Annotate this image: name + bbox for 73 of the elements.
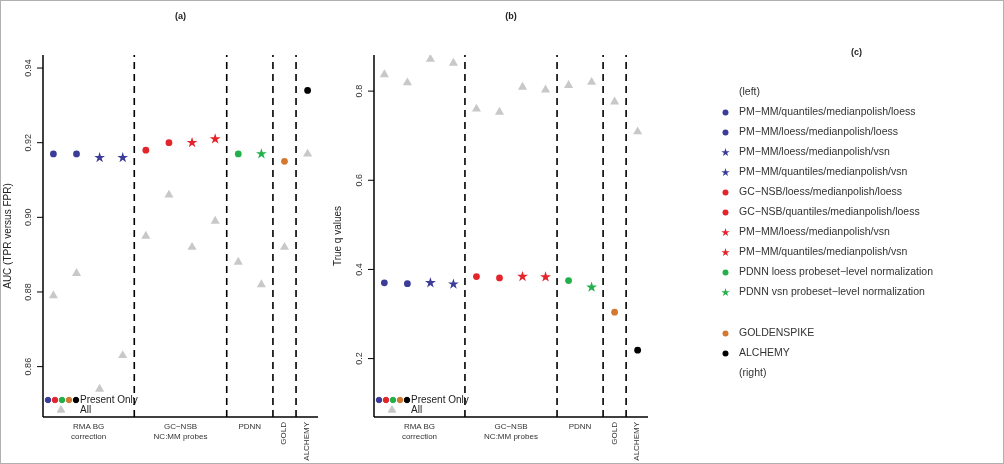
- text: PM−MM/loess/medianpolish/vsn: [739, 145, 890, 157]
- text: RMA BG correction: [400, 422, 439, 442]
- point: [634, 346, 642, 354]
- point: [494, 106, 505, 115]
- point: [71, 268, 82, 276]
- y-tick-label: 0.8: [354, 84, 364, 98]
- point: [95, 383, 105, 392]
- y-tick-label: 0.90: [23, 208, 33, 227]
- point: [48, 290, 58, 299]
- text: RMA BG correction: [70, 422, 108, 442]
- legend-label: Present Only: [80, 394, 138, 405]
- y-axis-title: AUC (TPR versus FPR): [1, 183, 13, 289]
- text: ALCHEMY: [739, 346, 790, 358]
- point: [233, 256, 243, 265]
- y-tick-label: 0.6: [354, 174, 364, 187]
- y-tick-label: 0.88: [23, 283, 33, 301]
- point: [256, 279, 266, 288]
- point: [587, 76, 597, 85]
- point: [517, 81, 528, 90]
- y-tick-label: 0.94: [23, 59, 33, 77]
- text: GC−NSB/quantiles/medianpolish/loess: [739, 205, 920, 217]
- point: [164, 189, 174, 198]
- point: [448, 57, 458, 66]
- y-tick-label: 0.4: [354, 263, 364, 276]
- point: [187, 241, 197, 250]
- point: [234, 150, 242, 158]
- chart-title: (b): [504, 11, 518, 21]
- text: GOLD: [279, 422, 290, 445]
- point: [540, 84, 551, 93]
- text: PM−MM/loess/medianpolish/vsn: [739, 225, 890, 237]
- point: [565, 277, 572, 284]
- y-tick-label: 0.92: [23, 133, 33, 152]
- text: (right): [739, 366, 767, 378]
- point: [118, 350, 128, 359]
- text: PDNN: [238, 422, 262, 431]
- point: [586, 281, 597, 292]
- point: [304, 87, 311, 94]
- legend-label: All: [80, 404, 92, 415]
- legend-label: Present Only: [411, 394, 469, 405]
- y-axis-title: True q values: [331, 205, 343, 267]
- point: [279, 241, 290, 250]
- text: PDNN vsn probeset−level normalization: [739, 285, 925, 297]
- point: [402, 77, 412, 86]
- text: GOLDENSPIKE: [739, 326, 815, 338]
- text: GOLD: [609, 422, 620, 445]
- point: [303, 148, 313, 157]
- text: GC−NSB NC:MM probes: [483, 422, 539, 442]
- text: PM−MM/loess/medianpolish/loess: [739, 125, 899, 137]
- point: [379, 69, 389, 78]
- point: [611, 308, 618, 316]
- text: PDNN: [568, 422, 592, 431]
- point: [425, 55, 435, 62]
- text: GC−NSB NC:MM probes: [152, 422, 209, 442]
- text: PM−MM/quantiles/medianpolish/vsn: [739, 245, 908, 257]
- text: ALCHEMY: [632, 422, 643, 461]
- y-tick-label: 0.86: [23, 357, 33, 376]
- point: [471, 103, 482, 112]
- text: GC−NSB/loess/medianpolish/loess: [739, 185, 903, 197]
- text: PDNN loess probeset−level normalization: [739, 265, 934, 277]
- text: PM−MM/quantiles/medianpolish/vsn: [739, 165, 908, 177]
- text: (left): [739, 85, 760, 97]
- legend-label: All: [411, 404, 423, 415]
- chart-title: (a): [174, 11, 187, 21]
- text: (c): [851, 47, 862, 57]
- point: [633, 126, 643, 135]
- point: [564, 80, 574, 88]
- point: [256, 148, 267, 159]
- point: [141, 230, 151, 239]
- y-tick-label: 0.2: [354, 352, 364, 365]
- point: [281, 157, 288, 165]
- point: [210, 215, 220, 224]
- text: PM−MM/quantiles/medianpolish/loess: [739, 105, 916, 117]
- text: ALCHEMY: [302, 422, 312, 461]
